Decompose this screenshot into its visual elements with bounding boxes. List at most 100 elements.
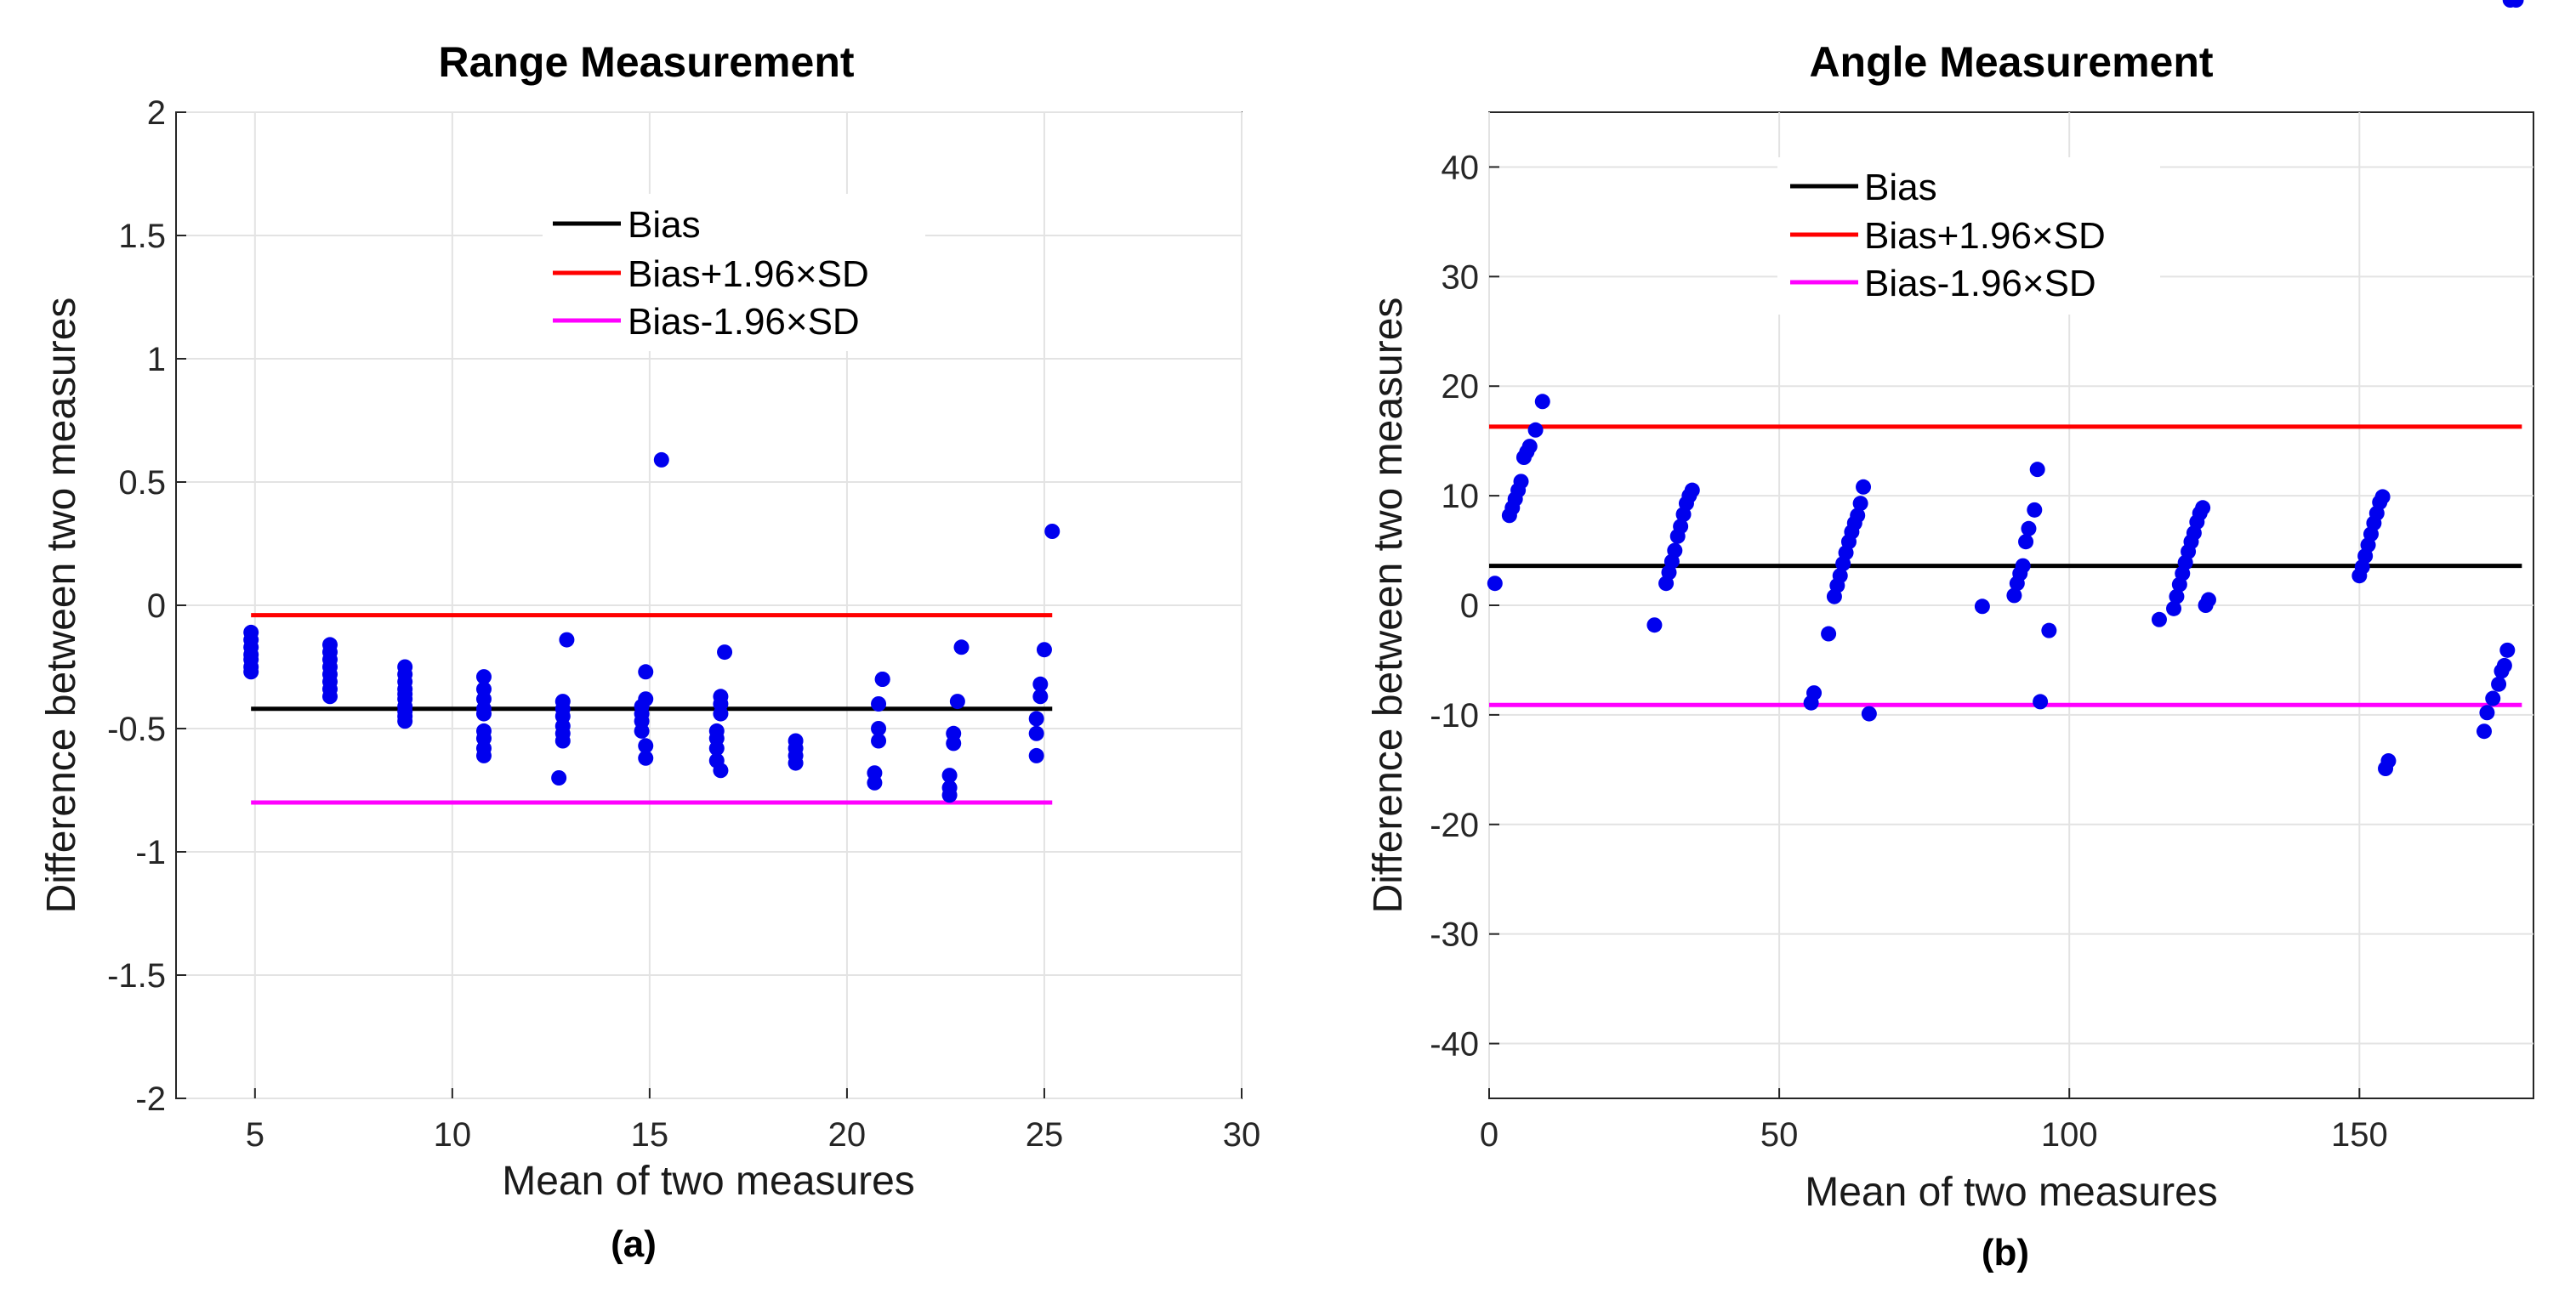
angle-reference-lines — [1489, 424, 2522, 707]
angle-data-point — [2491, 676, 2507, 692]
range-data-point — [867, 774, 883, 791]
range-y-axis-label: Difference between two measures — [39, 298, 84, 914]
range-data-point — [708, 740, 725, 757]
range-data-point — [1032, 689, 1049, 705]
range-data-point — [713, 763, 729, 779]
range-data-point — [953, 639, 970, 655]
range-x-tick-label: 5 — [246, 1116, 264, 1154]
range-x-tick-label: 30 — [1223, 1116, 1261, 1154]
range-x-axis-label: Mean of two measures — [502, 1159, 915, 1204]
angle-legend-lower-label: Bias-1.96×SD — [1864, 263, 2096, 304]
range-legend-upper-label: Bias+1.96×SD — [628, 253, 869, 295]
range-data-point — [653, 451, 669, 468]
range-data-point — [638, 750, 654, 766]
range-data-point — [638, 738, 654, 754]
angle-points — [1487, 0, 2524, 777]
range-data-point — [941, 768, 958, 784]
angle-data-point — [1673, 519, 1689, 535]
range-y-tick-label: 1.5 — [118, 218, 166, 255]
range-legend-bias-label: Bias — [628, 204, 701, 246]
angle-data-point — [2496, 657, 2512, 673]
range-x-ticks: 5 10 15 20 25 30 — [246, 1088, 1261, 1154]
angle-data-point — [2021, 520, 2037, 536]
angle-x-tick-label: 100 — [2041, 1116, 2098, 1154]
angle-y-tick-label: 0 — [1460, 587, 1479, 625]
range-caption: (a) — [611, 1223, 657, 1265]
range-y-tick-label: 0 — [147, 587, 166, 625]
range-y-tick-label: 0.5 — [118, 464, 166, 502]
range-x-tick-label: 25 — [1026, 1116, 1064, 1154]
range-data-point — [1032, 676, 1049, 692]
angle-y-tick-label: -40 — [1430, 1026, 1479, 1064]
range-y-ticks: -2 -1.5 -1 -0.5 0 0.5 1 1.5 2 — [107, 94, 186, 1118]
angle-data-point — [2041, 622, 2057, 638]
range-data-point — [1028, 725, 1044, 741]
range-data-point — [475, 706, 492, 722]
angle-data-point — [1852, 496, 1868, 512]
angle-x-ticks: 0 50 100 150 — [1480, 1088, 2388, 1154]
angle-data-point — [2380, 753, 2397, 769]
angle-data-point — [2485, 690, 2501, 706]
angle-data-point — [1534, 394, 1550, 410]
angle-grid — [1488, 112, 2533, 1098]
range-data-point — [475, 669, 492, 685]
angle-data-point — [2151, 611, 2167, 627]
range-x-tick-label: 20 — [828, 1116, 867, 1154]
angle-data-point — [2027, 502, 2043, 518]
range-data-point — [321, 689, 338, 705]
angle-data-point — [1850, 508, 1866, 524]
range-data-point — [949, 694, 965, 710]
angle-data-point — [1832, 568, 1848, 584]
range-data-point — [941, 787, 958, 803]
range-legend: Bias Bias+1.96×SD Bias-1.96×SD — [543, 194, 925, 351]
range-data-point — [871, 721, 887, 736]
range-chart: 5 10 15 20 25 30 -2 -1.5 -1 -0.5 0 0.5 1 1.5 2 Range … — [39, 38, 1260, 1265]
angle-data-point — [2476, 723, 2493, 740]
angle-x-tick-label: 50 — [1760, 1116, 1799, 1154]
range-y-tick-label: 2 — [147, 94, 166, 132]
range-y-tick-label: -0.5 — [107, 711, 166, 748]
range-data-point — [1044, 524, 1061, 539]
range-data-point — [397, 713, 413, 729]
angle-y-tick-label: -30 — [1430, 916, 1479, 954]
angle-data-point — [1667, 542, 1683, 559]
angle-y-tick-label: -10 — [1430, 697, 1479, 735]
angle-x-axis-label: Mean of two measures — [1805, 1170, 2218, 1215]
angle-y-tick-label: -20 — [1430, 807, 1479, 844]
range-data-point — [638, 691, 654, 707]
range-data-point — [638, 664, 654, 680]
angle-data-point — [1856, 479, 1872, 495]
range-data-point — [871, 733, 887, 749]
angle-data-point — [2033, 694, 2049, 710]
angle-data-point — [2508, 0, 2524, 8]
angle-data-point — [2015, 558, 2031, 574]
range-data-point — [1036, 642, 1052, 658]
angle-data-point — [2374, 489, 2391, 505]
angle-data-point — [2169, 588, 2185, 604]
angle-chart: 0 50 100 150 -40 -30 -20 -10 0 10 20 30 40 Angle Me… — [1366, 0, 2534, 1273]
angle-data-point — [1974, 598, 1990, 615]
angle-data-point — [1513, 474, 1529, 490]
range-y-tick-label: -1 — [135, 834, 166, 871]
angle-legend: Bias Bias+1.96×SD Bias-1.96×SD — [1777, 157, 2160, 315]
angle-data-point — [2006, 587, 2022, 604]
angle-x-tick-label: 150 — [2331, 1116, 2388, 1154]
range-legend-lower-label: Bias-1.96×SD — [628, 301, 860, 343]
range-y-tick-label: -1.5 — [107, 957, 166, 995]
range-data-point — [788, 755, 804, 771]
angle-chart-title: Angle Measurement — [1809, 38, 2213, 86]
angle-caption: (b) — [1982, 1232, 2029, 1273]
range-data-point — [243, 664, 259, 680]
angle-y-axis-label: Difference between two measures — [1366, 298, 1411, 914]
angle-data-point — [2195, 500, 2211, 516]
range-x-tick-label: 10 — [434, 1116, 472, 1154]
angle-data-point — [2200, 592, 2216, 608]
angle-data-point — [1684, 482, 1700, 498]
angle-legend-bias-label: Bias — [1864, 167, 1937, 208]
range-data-point — [475, 747, 492, 763]
range-y-tick-label: 1 — [147, 341, 166, 378]
angle-data-point — [2018, 534, 2034, 550]
range-x-tick-label: 15 — [631, 1116, 669, 1154]
angle-data-point — [1821, 626, 1837, 642]
angle-y-tick-label: 20 — [1442, 368, 1480, 406]
